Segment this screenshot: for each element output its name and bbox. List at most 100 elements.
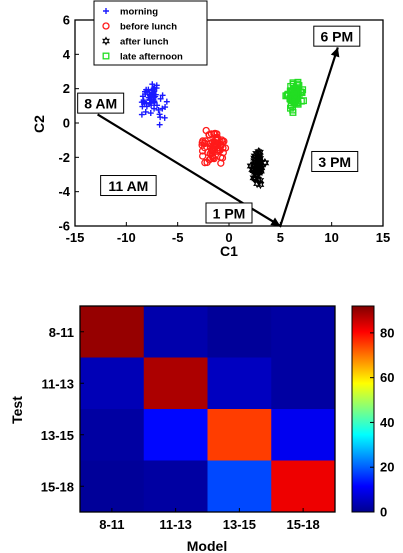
late-afternoon-point bbox=[289, 109, 297, 116]
heatmap-cell bbox=[143, 460, 208, 513]
morning-point bbox=[139, 103, 146, 110]
morning-point bbox=[151, 105, 158, 112]
annotation-box bbox=[313, 25, 361, 47]
x-tick-label: -10 bbox=[117, 230, 136, 245]
annotation-label: 8 AM bbox=[84, 96, 117, 112]
before-lunch-point bbox=[212, 135, 220, 143]
heatmap-x-tick-label: 8-11 bbox=[99, 517, 124, 532]
x-tick-label: 5 bbox=[277, 230, 284, 245]
y-tick-label: -6 bbox=[58, 219, 70, 234]
heatmap-y-tick-label: 11-13 bbox=[41, 376, 74, 391]
x-tick-label: 0 bbox=[225, 230, 232, 245]
scatter-legend: morning before lunch after lunch late after… bbox=[93, 0, 208, 66]
time-path-arrowhead bbox=[330, 47, 340, 58]
legend-label: before lunch bbox=[120, 22, 177, 33]
morning-point bbox=[159, 92, 166, 99]
colorbar-tick-label: 40 bbox=[380, 415, 394, 430]
heatmap-x-tick-label: 11-13 bbox=[159, 517, 192, 532]
morning-point bbox=[150, 86, 157, 93]
morning-point bbox=[163, 98, 170, 105]
heatmap-cell bbox=[143, 409, 208, 461]
heatmap-x-tick-label: 13-15 bbox=[223, 517, 256, 532]
legend-marker bbox=[102, 52, 110, 60]
heatmap-y-tick-label: 13-15 bbox=[41, 428, 74, 443]
y-tick-label: 0 bbox=[63, 116, 70, 131]
late-afternoon-point bbox=[289, 80, 297, 88]
scatter-y-axis-label: C2 bbox=[31, 115, 47, 133]
heatmap-ticks: 8-11 11-13 13-15 15-18 8-11 11-13 13-15 15-18 bbox=[41, 325, 320, 532]
colorbar-tick-label: 20 bbox=[380, 460, 394, 475]
heatmap-x-axis-label: Model bbox=[187, 538, 227, 553]
heatmap-cell bbox=[271, 357, 336, 410]
annotation-label: 1 PM bbox=[213, 205, 246, 221]
morning-point bbox=[153, 82, 160, 89]
after-lunch-point bbox=[254, 154, 263, 164]
heatmap-cell bbox=[271, 306, 336, 358]
annotation-box bbox=[311, 150, 359, 172]
heatmap-frame bbox=[79, 305, 336, 513]
heatmap-cell bbox=[143, 306, 208, 358]
morning-point bbox=[146, 97, 153, 104]
legend-marker bbox=[103, 8, 109, 14]
x-tick-label: 10 bbox=[324, 230, 338, 245]
annotation-label: 11 AM bbox=[108, 178, 148, 194]
late-afternoon-point bbox=[291, 85, 299, 93]
after-lunch-point bbox=[256, 179, 265, 190]
y-tick-label: 6 bbox=[63, 13, 70, 28]
before-lunch-point bbox=[199, 137, 207, 145]
morning-point bbox=[142, 108, 149, 115]
scatter-marks-layer bbox=[138, 78, 307, 190]
x-tick-label: 15 bbox=[376, 230, 390, 245]
after-lunch-point bbox=[255, 164, 264, 175]
morning-point bbox=[155, 106, 162, 113]
heatmap-cell bbox=[143, 357, 208, 410]
heatmap-cell bbox=[207, 460, 272, 513]
legend-label: morning bbox=[120, 7, 158, 18]
heatmap-cell bbox=[80, 357, 145, 410]
late-afternoon-point bbox=[289, 95, 297, 103]
colorbar-tick-label: 0 bbox=[380, 505, 387, 520]
annotation-box bbox=[205, 202, 253, 224]
time-path-arrowhead bbox=[270, 217, 281, 226]
annotation-label: 3 PM bbox=[318, 154, 351, 170]
x-tick-label: -5 bbox=[172, 230, 184, 245]
morning-point bbox=[151, 98, 158, 105]
legend-box bbox=[93, 0, 208, 66]
heatmap-cell bbox=[207, 357, 272, 410]
before-lunch-point bbox=[207, 139, 215, 147]
morning-point bbox=[157, 95, 164, 102]
y-tick-label: 2 bbox=[63, 81, 70, 96]
before-lunch-point bbox=[208, 150, 216, 158]
legend-label: late afternoon bbox=[120, 52, 183, 63]
y-tick-label: -2 bbox=[58, 150, 70, 165]
scatter-ticks-layer: -15 -10 -5 0 5 10 15 -6 -4 -2 0 2 4 6 bbox=[58, 13, 390, 246]
heatmap-cell bbox=[271, 409, 336, 461]
morning-point bbox=[148, 102, 155, 109]
morning-point bbox=[159, 105, 166, 112]
morning-point bbox=[143, 86, 150, 93]
morning-point bbox=[149, 81, 156, 88]
morning-point bbox=[143, 100, 150, 107]
late-afternoon-point bbox=[300, 97, 307, 105]
morning-point bbox=[157, 114, 164, 121]
heatmap-y-tick-label: 15-18 bbox=[41, 479, 74, 494]
scatter-chart: -15 -10 -5 0 5 10 15 -6 -4 -2 0 2 4 6 morning before l… bbox=[31, 0, 390, 259]
colorbar-ticks: 0 20 40 60 80 bbox=[370, 325, 394, 520]
before-lunch-point bbox=[199, 152, 207, 160]
before-lunch-point bbox=[200, 144, 209, 152]
scatter-annotations: 8 AM 11 AM 1 PM 3 PM 6 PM bbox=[77, 25, 361, 228]
before-lunch-point bbox=[202, 126, 210, 135]
morning-point bbox=[139, 93, 146, 100]
heatmap-cell bbox=[80, 306, 145, 358]
morning-point bbox=[148, 92, 155, 99]
annotation-label: 6 PM bbox=[320, 29, 353, 45]
heatmap-cell bbox=[80, 409, 145, 461]
legend-marker bbox=[102, 36, 110, 46]
annotation-box bbox=[100, 175, 157, 197]
heatmap-cell bbox=[207, 409, 272, 461]
after-lunch-point bbox=[261, 158, 270, 168]
heatmap-y-axis-label: Test bbox=[9, 396, 25, 424]
late-afternoon-point bbox=[292, 88, 300, 96]
morning-point bbox=[156, 121, 163, 128]
scatter-x-axis-label: C1 bbox=[220, 243, 238, 259]
